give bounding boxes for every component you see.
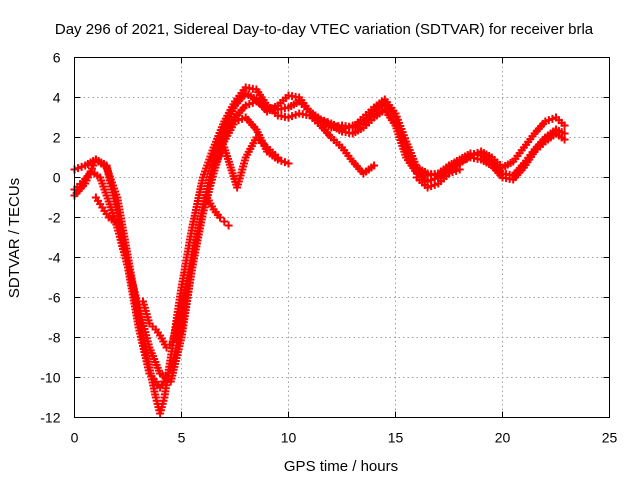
series-arc-9 bbox=[412, 165, 464, 192]
data-point bbox=[560, 121, 569, 130]
y-tick-label: 0 bbox=[53, 170, 61, 186]
chart-title: Day 296 of 2021, Sidereal Day-to-day VTE… bbox=[55, 21, 594, 38]
data-layer bbox=[70, 83, 569, 418]
data-point bbox=[216, 213, 225, 222]
y-tick-label: -12 bbox=[40, 410, 60, 426]
y-tick-label: 6 bbox=[53, 50, 61, 66]
x-tick-label: 25 bbox=[602, 430, 618, 446]
x-tick-label: 5 bbox=[178, 430, 186, 446]
y-tick-label: -2 bbox=[48, 210, 61, 226]
data-point bbox=[560, 135, 569, 144]
series-arc-5 bbox=[198, 133, 282, 212]
y-tick-label: 2 bbox=[53, 130, 61, 146]
x-tick-label: 0 bbox=[71, 430, 79, 446]
grid-layer bbox=[74, 57, 610, 418]
data-point bbox=[220, 217, 229, 226]
x-tick-label: 15 bbox=[388, 430, 404, 446]
data-point bbox=[224, 221, 233, 230]
x-tick-label: 20 bbox=[495, 430, 511, 446]
data-point bbox=[113, 219, 122, 228]
data-point bbox=[455, 165, 464, 174]
y-tick-label: 4 bbox=[53, 90, 61, 106]
y-tick-label: -4 bbox=[48, 250, 61, 266]
data-point bbox=[284, 159, 293, 168]
y-axis-label: SDTVAR / TECUs bbox=[6, 178, 23, 298]
series-arc-7 bbox=[203, 193, 233, 230]
series-arc-6 bbox=[305, 111, 379, 178]
x-axis-label: GPS time / hours bbox=[284, 458, 398, 475]
data-point bbox=[370, 161, 379, 170]
plot-frame bbox=[74, 57, 610, 418]
x-tick-label: 10 bbox=[281, 430, 297, 446]
series-arc-2 bbox=[70, 89, 569, 386]
y-tick-label: -8 bbox=[48, 330, 61, 346]
y-tick-label: -10 bbox=[40, 370, 60, 386]
y-tick-label: -6 bbox=[48, 290, 61, 306]
series-arc-8 bbox=[91, 193, 122, 228]
data-point bbox=[273, 153, 282, 162]
